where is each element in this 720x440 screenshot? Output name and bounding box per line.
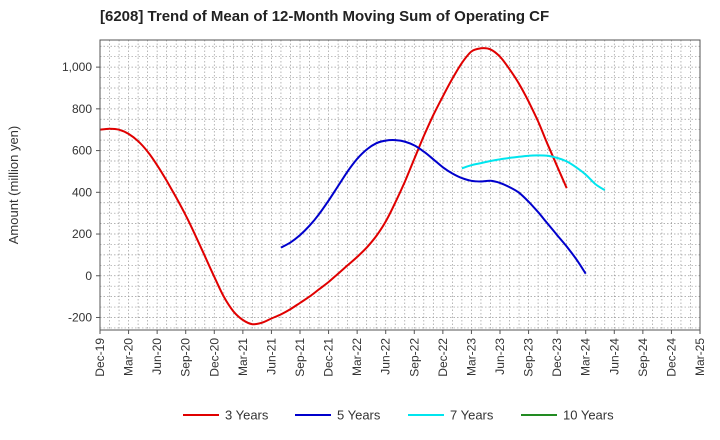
series-lines — [99, 47, 606, 326]
chart-title: [6208] Trend of Mean of 12-Month Moving … — [100, 8, 550, 25]
x-tick-label: Sep-24 — [636, 338, 650, 377]
x-tick-label: Sep-21 — [293, 338, 307, 377]
x-tick-label: Dec-24 — [664, 338, 678, 377]
x-tick-label: Mar-24 — [579, 338, 593, 376]
x-tick-label: Sep-20 — [179, 338, 193, 377]
y-tick-label: 800 — [72, 102, 92, 116]
x-tick-label: Mar-23 — [464, 338, 478, 376]
x-tick-label: Mar-21 — [236, 338, 250, 376]
y-tick-label: 200 — [72, 227, 92, 241]
y-tick-label: 0 — [85, 269, 92, 283]
plot-area — [100, 40, 700, 330]
x-tick-label: Sep-23 — [522, 338, 536, 377]
legend-label: 10 Years — [563, 408, 614, 423]
series-line-3-years — [99, 47, 568, 326]
legend-label: 7 Years — [450, 408, 494, 423]
y-tick-label: -200 — [68, 310, 92, 324]
x-tick-label: Jun-22 — [379, 338, 393, 375]
legend-label: 3 Years — [225, 408, 269, 423]
x-tick-label: Jun-24 — [607, 338, 621, 375]
plot-border — [99, 39, 701, 331]
series-line-5-years — [280, 139, 587, 275]
y-axis-title: Amount (million yen) — [6, 126, 21, 245]
y-axis-ticks: -200 0 200 400 600 800 1,000 — [62, 60, 100, 324]
y-tick-label: 400 — [72, 185, 92, 199]
x-tick-label: Jun-23 — [493, 338, 507, 375]
x-tick-label: Dec-21 — [322, 338, 336, 377]
x-tick-label: Dec-20 — [207, 338, 221, 377]
x-tick-label: Jun-20 — [150, 338, 164, 375]
x-tick-label: Sep-22 — [407, 338, 421, 377]
legend-label: 5 Years — [337, 408, 381, 423]
x-tick-label: Dec-19 — [93, 338, 107, 377]
x-tick-label: Mar-25 — [693, 338, 707, 376]
x-tick-label: Dec-23 — [550, 338, 564, 377]
legend: 3 Years 5 Years 7 Years 10 Years — [183, 408, 614, 423]
y-tick-label: 600 — [72, 144, 92, 158]
x-tick-label: Mar-20 — [122, 338, 136, 376]
grid-lines — [100, 40, 700, 330]
y-tick-label: 1,000 — [62, 60, 92, 74]
x-tick-label: Jun-21 — [264, 338, 278, 375]
x-tick-label: Mar-22 — [350, 338, 364, 376]
x-axis-ticks: Dec-19 Mar-20 Jun-20 Sep-20 Dec-20 Mar-21 Jun-… — [93, 330, 707, 377]
x-tick-label: Dec-22 — [436, 338, 450, 377]
series-line-7-years — [461, 154, 606, 192]
